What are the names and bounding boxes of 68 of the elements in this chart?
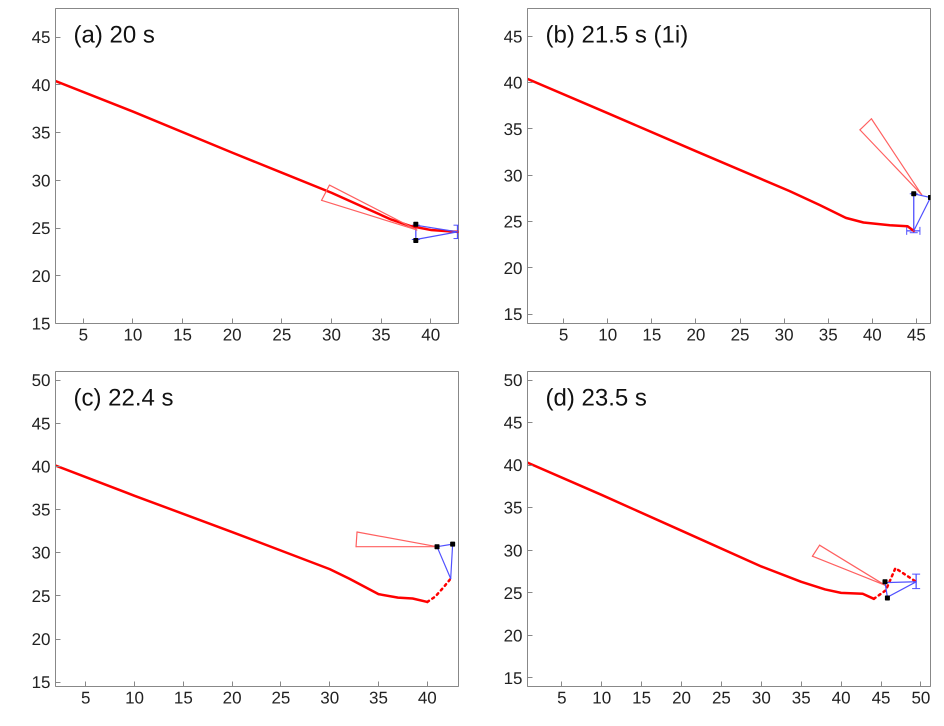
x-tick-label: 5: [81, 688, 90, 708]
x-tick-label: 10: [123, 326, 142, 344]
x-tick-label: 10: [598, 326, 618, 344]
x-tick-label: 25: [730, 326, 750, 344]
x-tick-label: 35: [369, 688, 388, 708]
x-tick-label: 20: [672, 688, 691, 708]
x-tick-label: 20: [222, 326, 242, 344]
y-tick-label: 30: [32, 544, 51, 563]
y-tick-label: 35: [504, 120, 523, 139]
x-tick-label: 5: [78, 326, 88, 344]
x-tick-label: 25: [712, 688, 731, 708]
y-tick-label: 25: [32, 586, 51, 606]
y-tick-label: 25: [504, 212, 523, 232]
y-tick-label: 35: [32, 124, 51, 143]
y-tick-label: 45: [32, 414, 51, 434]
y-tick-label: 15: [504, 305, 523, 324]
y-tick-label: 40: [504, 74, 523, 93]
y-tick-label: 15: [504, 668, 523, 688]
x-tick-label: 15: [632, 688, 652, 708]
x-tick-label: 40: [421, 326, 440, 344]
y-tick-label: 45: [32, 28, 51, 48]
x-tick-label: 35: [818, 326, 838, 344]
x-tick-label: 50: [911, 688, 930, 708]
x-tick-label: 30: [320, 688, 340, 708]
x-tick-label: 15: [642, 326, 662, 344]
x-tick-label: 40: [862, 326, 882, 344]
text: (a) 20 s: [74, 22, 155, 48]
x-tick-label: 5: [558, 326, 568, 344]
y-tick-label: 30: [504, 166, 523, 186]
x-tick-label: 35: [372, 326, 391, 344]
x-tick-label: 5: [557, 688, 567, 708]
y-tick-label: 25: [32, 219, 51, 238]
y-tick-label: 45: [504, 414, 523, 433]
text: (b) 21.5 s (1i): [546, 22, 688, 48]
x-tick-label: 40: [832, 688, 851, 708]
y-tick-label: 35: [32, 500, 51, 520]
y-tick-label: 50: [32, 371, 51, 390]
x-tick-label: 25: [271, 688, 290, 708]
y-tick-label: 20: [504, 258, 523, 278]
y-tick-label: 15: [32, 673, 51, 692]
y-tick-label: 35: [504, 498, 523, 518]
x-tick-label: 35: [792, 688, 811, 708]
y-tick-label: 50: [504, 371, 523, 390]
x-tick-label: 10: [592, 688, 612, 708]
y-tick-label: 45: [504, 27, 523, 46]
x-tick-label: 30: [322, 326, 341, 344]
text: (c) 22.4 s: [74, 384, 174, 412]
x-tick-label: 20: [686, 326, 706, 344]
y-tick-label: 25: [504, 584, 523, 603]
x-tick-label: 20: [222, 688, 242, 708]
y-tick-label: 20: [32, 266, 51, 286]
x-tick-label: 25: [272, 326, 292, 344]
x-tick-label: 15: [173, 326, 192, 344]
y-tick-label: 40: [504, 456, 523, 476]
x-tick-label: 10: [125, 688, 144, 708]
x-tick-label: 45: [906, 326, 926, 344]
y-tick-label: 30: [504, 541, 523, 560]
x-tick-label: 40: [418, 688, 437, 708]
x-tick-label: 30: [752, 688, 771, 708]
y-tick-label: 40: [32, 457, 51, 476]
y-tick-label: 20: [504, 626, 523, 646]
y-tick-label: 20: [32, 630, 51, 650]
text: (d) 23.5 s: [546, 384, 647, 412]
x-tick-label: 30: [774, 326, 794, 344]
y-tick-label: 30: [32, 171, 51, 190]
y-tick-label: 40: [32, 76, 51, 95]
x-tick-label: 45: [872, 688, 890, 708]
x-tick-label: 15: [174, 688, 193, 708]
